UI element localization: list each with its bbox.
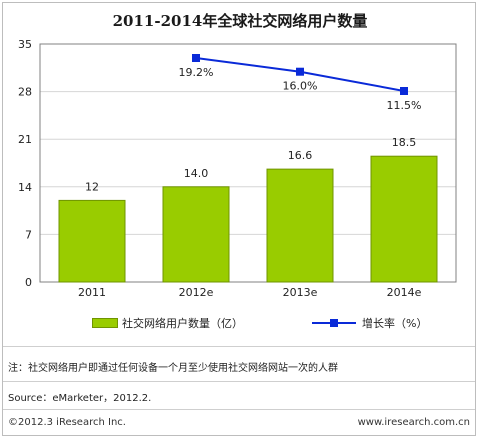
bar (58, 199, 126, 283)
divider (3, 381, 475, 382)
divider (3, 409, 475, 410)
y-tick-label: 0 (25, 276, 32, 289)
plot-frame (39, 43, 457, 283)
divider (3, 346, 475, 347)
growth-marker (400, 87, 408, 95)
y-tick-label: 28 (18, 86, 32, 99)
growth-value-label: 16.0% (283, 80, 318, 93)
bar-value-label: 18.5 (392, 136, 417, 149)
y-tick-label: 21 (18, 133, 32, 146)
bar (370, 155, 438, 283)
legend-bar-label: 社交网络用户数量（亿） (122, 317, 243, 330)
footnote-source: Source：eMarketer，2012.2. (8, 393, 152, 404)
footer-website: www.iresearch.com.cn (357, 417, 470, 428)
bar (162, 186, 230, 283)
x-tick-label: 2014e (387, 286, 422, 299)
legend-line-swatch (312, 318, 356, 328)
x-tick-label: 2011 (78, 286, 106, 299)
footnote-note: 注：社交网络用户即通过任何设备一个月至少使用社交网络网站一次的人群 (8, 363, 338, 374)
bar-value-label: 16.6 (288, 149, 313, 162)
legend-line-entry: 增长率（%） (312, 315, 427, 331)
growth-value-label: 11.5% (387, 99, 422, 112)
legend-bar-swatch (92, 318, 118, 328)
y-tick-label: 14 (18, 181, 32, 194)
x-tick-label: 2012e (179, 286, 214, 299)
bar (266, 168, 334, 283)
chart-plot: 0 7 14 21 28 35 12 14.0 16.6 18.5 2011 2012e 2013e 20… (18, 38, 457, 299)
y-tick-label: 35 (18, 38, 32, 51)
growth-marker (296, 67, 304, 76)
bar-value-label: 12 (85, 180, 99, 193)
bar-value-label: 14.0 (184, 167, 209, 180)
y-tick-label: 7 (25, 228, 32, 241)
legend-bar-entry: 社交网络用户数量（亿） (92, 315, 243, 331)
footer-copyright: ©2012.3 iResearch Inc. (8, 417, 126, 428)
chart-title: 2011-2014年全球社交网络用户数量 (112, 12, 368, 30)
growth-value-label: 19.2% (179, 66, 214, 79)
legend-line-label: 增长率（%） (362, 317, 428, 330)
growth-marker (192, 54, 200, 62)
x-tick-label: 2013e (283, 286, 318, 299)
